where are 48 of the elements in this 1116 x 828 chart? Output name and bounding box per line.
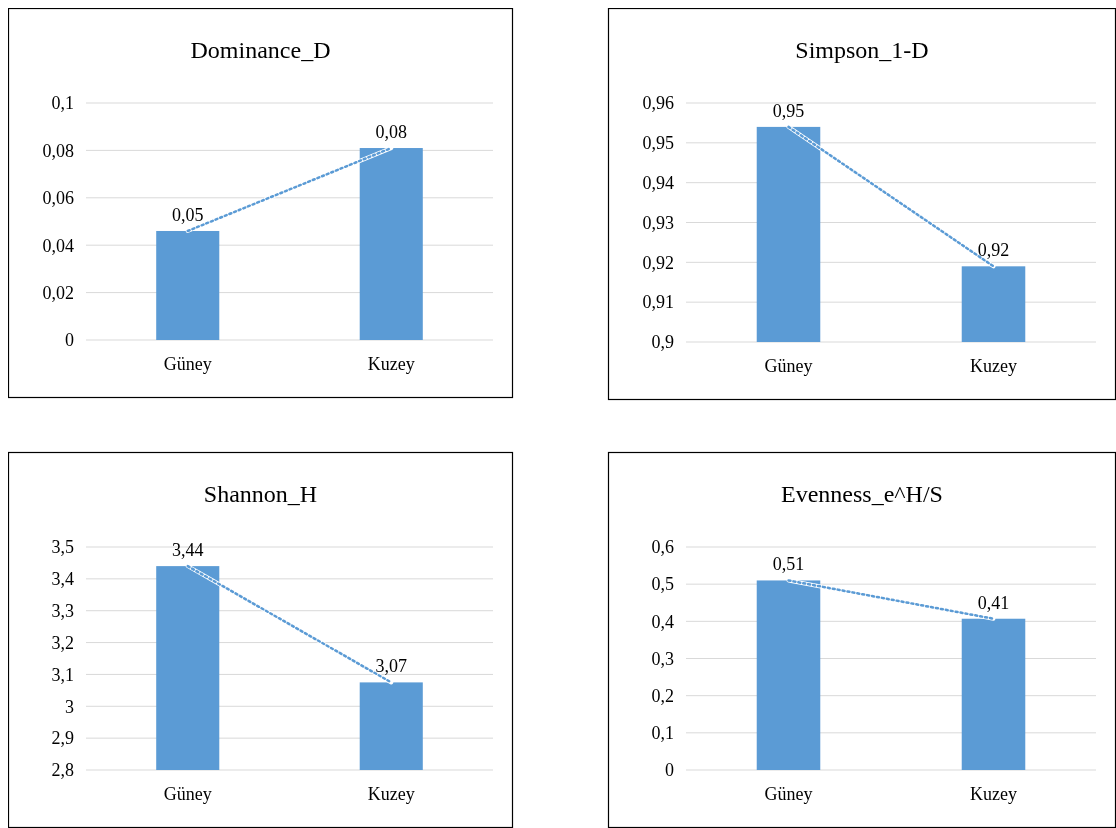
y-tick-label: 3,4 bbox=[51, 569, 74, 590]
data-label: 3,44 bbox=[172, 540, 204, 561]
x-tick-label: Kuzey bbox=[367, 354, 415, 374]
y-tick-label: 3,3 bbox=[51, 601, 74, 622]
y-tick-label: 2,8 bbox=[51, 760, 74, 781]
data-label: 0,08 bbox=[375, 122, 407, 143]
x-tick-label: Güney bbox=[764, 356, 813, 376]
x-tick-label: Güney bbox=[764, 784, 813, 804]
y-tick-label: 0,96 bbox=[642, 93, 674, 114]
y-tick-label: 0,4 bbox=[651, 611, 674, 632]
x-tick-label: Kuzey bbox=[970, 784, 1017, 804]
y-tick-label: 0,2 bbox=[651, 685, 674, 706]
chart-title: Simpson_1-D bbox=[795, 37, 929, 63]
x-tick-label: Kuzey bbox=[367, 784, 415, 804]
chart-title: Dominance_D bbox=[190, 37, 331, 63]
chart-title: Shannon_H bbox=[203, 481, 318, 507]
y-tick-label: 3,5 bbox=[51, 537, 74, 558]
y-tick-label: 3,2 bbox=[51, 632, 74, 653]
y-tick-label: 2,9 bbox=[51, 728, 74, 749]
y-tick-label: 3,1 bbox=[51, 664, 74, 685]
data-label: 0,41 bbox=[977, 592, 1010, 613]
data-label: 0,05 bbox=[172, 204, 204, 225]
x-tick-label: Kuzey bbox=[970, 356, 1017, 376]
y-tick-label: 0,93 bbox=[642, 212, 674, 233]
x-tick-label: Güney bbox=[163, 354, 212, 374]
y-tick-label: 0,92 bbox=[642, 252, 674, 273]
y-tick-label: 0,5 bbox=[651, 574, 674, 595]
data-label: 0,95 bbox=[772, 100, 805, 121]
y-tick-label: 0,06 bbox=[42, 188, 74, 209]
x-tick-label: Güney bbox=[163, 784, 212, 804]
y-tick-label: 0,9 bbox=[651, 332, 674, 353]
chart-title: Evenness_e^H/S bbox=[781, 481, 943, 507]
y-tick-label: 0,1 bbox=[51, 93, 74, 114]
y-tick-label: 0,95 bbox=[642, 133, 674, 154]
y-tick-label: 0 bbox=[65, 330, 74, 351]
y-tick-label: 0,08 bbox=[42, 140, 74, 161]
data-label: 3,07 bbox=[375, 656, 407, 677]
y-tick-label: 0,1 bbox=[651, 723, 674, 744]
y-tick-label: 0,04 bbox=[42, 235, 74, 256]
y-tick-label: 0,94 bbox=[642, 172, 674, 193]
y-tick-label: 0,91 bbox=[642, 292, 674, 313]
y-tick-label: 0,3 bbox=[651, 648, 674, 669]
y-tick-label: 0 bbox=[665, 760, 674, 781]
y-tick-label: 0,02 bbox=[42, 282, 74, 303]
y-tick-label: 3 bbox=[65, 696, 74, 717]
data-label: 0,92 bbox=[977, 240, 1010, 261]
y-tick-label: 0,6 bbox=[651, 537, 674, 558]
data-label: 0,51 bbox=[772, 554, 805, 575]
